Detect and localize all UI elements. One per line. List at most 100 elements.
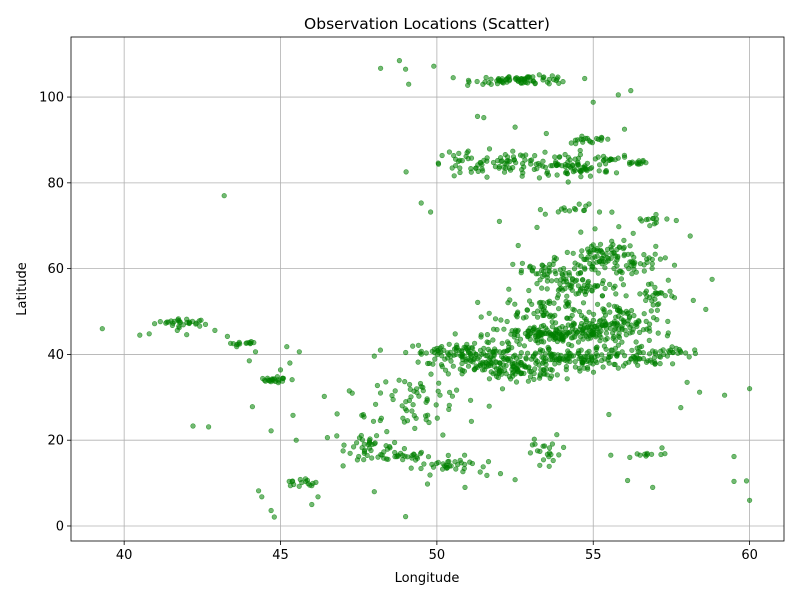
data-point xyxy=(575,283,582,289)
data-point xyxy=(511,157,518,163)
data-point xyxy=(703,306,709,313)
data-point xyxy=(366,439,373,445)
data-point xyxy=(556,452,562,458)
data-point xyxy=(428,209,434,215)
data-point xyxy=(490,337,496,343)
data-point xyxy=(563,169,570,175)
data-point xyxy=(249,404,255,410)
data-point xyxy=(721,392,728,398)
data-point xyxy=(457,165,463,171)
data-point xyxy=(536,72,542,78)
data-point xyxy=(619,339,625,345)
data-point xyxy=(568,140,574,146)
data-point xyxy=(537,162,543,168)
data-point xyxy=(623,293,629,299)
data-point xyxy=(669,293,675,299)
data-point xyxy=(641,268,647,274)
data-point xyxy=(580,277,586,283)
data-point xyxy=(746,497,753,503)
data-point xyxy=(589,140,596,146)
data-point xyxy=(575,262,581,268)
data-point xyxy=(175,316,181,322)
data-point xyxy=(637,261,644,267)
data-point xyxy=(586,309,592,315)
data-point xyxy=(646,351,653,357)
y-tick-label: 40 xyxy=(47,348,64,363)
data-point xyxy=(484,332,491,338)
data-point xyxy=(296,483,302,489)
data-point xyxy=(563,353,569,359)
data-point xyxy=(542,164,549,170)
data-point xyxy=(450,75,456,81)
data-point xyxy=(652,290,658,296)
data-point xyxy=(520,315,527,321)
data-point xyxy=(431,346,437,352)
data-point xyxy=(574,329,580,335)
data-point xyxy=(572,359,578,365)
data-point xyxy=(652,296,658,302)
data-point xyxy=(532,80,538,87)
data-point xyxy=(605,136,611,142)
data-point xyxy=(531,370,537,377)
data-point xyxy=(587,260,593,267)
data-point xyxy=(615,333,621,339)
data-point xyxy=(597,241,604,247)
data-point xyxy=(648,308,654,314)
y-tick-label: 0 xyxy=(56,519,64,534)
data-point xyxy=(603,168,609,174)
data-point xyxy=(594,253,600,259)
data-point xyxy=(599,323,606,329)
data-point xyxy=(485,459,492,465)
data-point xyxy=(587,166,593,172)
data-point xyxy=(439,344,445,350)
data-point xyxy=(534,281,540,287)
data-point xyxy=(406,81,412,87)
data-point xyxy=(550,314,556,320)
data-point xyxy=(657,256,664,262)
data-point xyxy=(549,278,555,284)
data-point xyxy=(612,260,618,266)
data-point xyxy=(587,328,593,334)
data-point xyxy=(548,163,554,169)
data-point xyxy=(497,471,504,477)
data-point xyxy=(582,165,588,171)
data-point xyxy=(563,364,570,370)
data-point xyxy=(435,388,441,394)
data-point xyxy=(502,152,508,158)
data-point xyxy=(469,345,475,351)
data-point xyxy=(539,348,546,354)
data-point xyxy=(157,319,163,325)
data-point xyxy=(548,366,554,373)
data-point xyxy=(569,312,575,319)
data-point xyxy=(424,481,431,487)
data-point xyxy=(436,380,442,386)
data-point xyxy=(571,266,578,272)
data-point xyxy=(446,402,452,408)
data-point xyxy=(538,339,545,345)
data-point xyxy=(628,308,635,314)
data-point xyxy=(423,350,429,356)
data-point xyxy=(657,290,664,296)
data-point xyxy=(349,390,355,396)
data-point xyxy=(277,367,284,373)
data-point xyxy=(576,167,583,173)
data-point xyxy=(629,271,635,277)
data-point xyxy=(414,386,420,392)
data-point xyxy=(534,314,541,320)
data-point xyxy=(477,347,484,353)
data-point xyxy=(615,92,621,98)
data-point xyxy=(544,286,550,292)
data-point xyxy=(615,342,622,348)
data-point xyxy=(411,413,417,419)
data-point xyxy=(506,286,512,292)
data-point xyxy=(678,405,684,411)
data-point xyxy=(593,351,599,357)
data-point xyxy=(369,455,375,461)
y-tick-label: 60 xyxy=(47,262,64,277)
data-point xyxy=(585,278,592,285)
data-point xyxy=(462,484,468,491)
data-point xyxy=(507,356,513,362)
data-point xyxy=(564,315,571,321)
data-point xyxy=(375,454,381,460)
data-point xyxy=(404,408,410,414)
